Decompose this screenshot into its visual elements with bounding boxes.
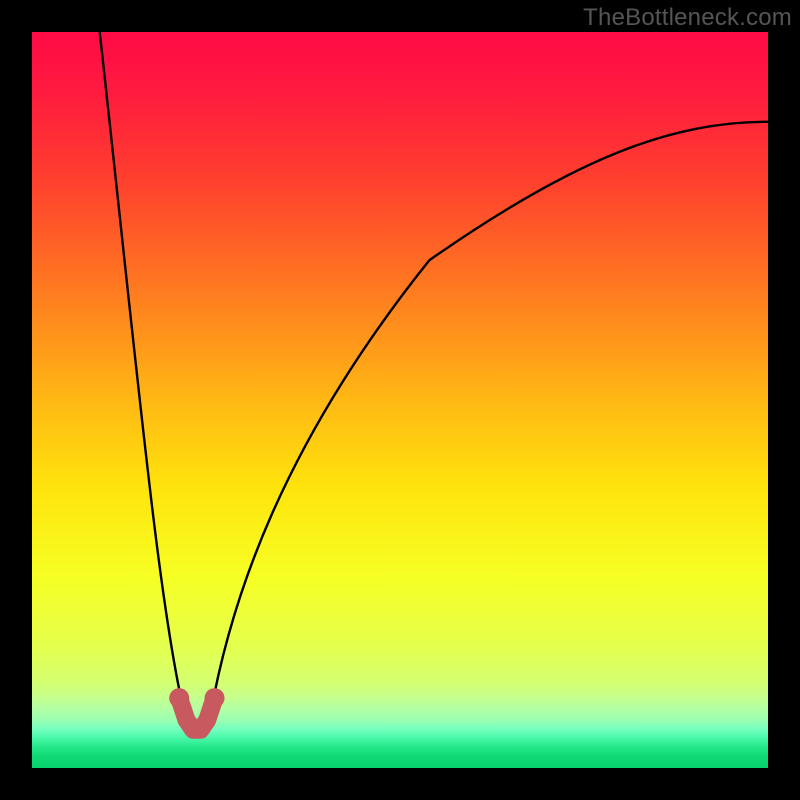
curve-right-branch (210, 122, 768, 717)
curve-layer (32, 32, 768, 768)
chart-frame: TheBottleneck.com (0, 0, 800, 800)
curve-left-branch (100, 32, 185, 716)
marker-endpoint (205, 688, 225, 708)
marker-endpoint (169, 688, 189, 708)
bottleneck-marker (169, 688, 224, 730)
watermark-text: TheBottleneck.com (583, 4, 792, 32)
plot-area (32, 32, 768, 768)
